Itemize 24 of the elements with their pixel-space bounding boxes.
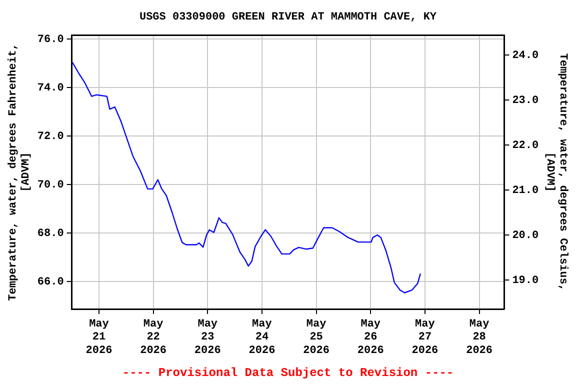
y-tick-label: 72.0 bbox=[37, 130, 64, 143]
y2-tick-label: 22.0 bbox=[512, 140, 539, 152]
y2-tick-label: 23.0 bbox=[512, 94, 539, 107]
text: ---- Provisional Data Subject to Revision ---- bbox=[122, 366, 454, 380]
y2-axis-title: Temperature, water, degrees Celsius, [ADVM] bbox=[543, 53, 569, 291]
y2-tick-label: 21.0 bbox=[512, 184, 539, 197]
y2-tick-label: 24.0 bbox=[512, 50, 539, 62]
x-tick-label: May 27 2026 bbox=[412, 318, 438, 357]
x-tick-label: May 24 2026 bbox=[248, 318, 276, 357]
y-tick-label: 76.0 bbox=[37, 34, 64, 46]
x-tick-label: May 28 2026 bbox=[466, 318, 492, 357]
x-tick-label: May 21 2026 bbox=[86, 318, 112, 357]
x-tick-label: May 25 2026 bbox=[303, 318, 330, 357]
y-tick-label: 70.0 bbox=[37, 179, 64, 192]
y-tick-label: 74.0 bbox=[37, 82, 64, 94]
y2-tick-label: 19.0 bbox=[512, 274, 539, 287]
y-tick-label: 68.0 bbox=[37, 228, 64, 240]
y-tick-label: 66.0 bbox=[37, 276, 64, 288]
chart-title: USGS 03309000 GREEN RIVER AT MAMMOTH CAVE, KY bbox=[139, 11, 437, 24]
x-tick-label: May 22 2026 bbox=[140, 318, 167, 357]
y-axis-title: Temperature, water, degrees Fahrenheit, [ADVM] bbox=[7, 43, 33, 301]
y2-tick-label: 20.0 bbox=[512, 230, 539, 242]
x-tick-label: May 23 2026 bbox=[194, 318, 221, 357]
x-tick-label: May 26 2026 bbox=[357, 318, 384, 357]
